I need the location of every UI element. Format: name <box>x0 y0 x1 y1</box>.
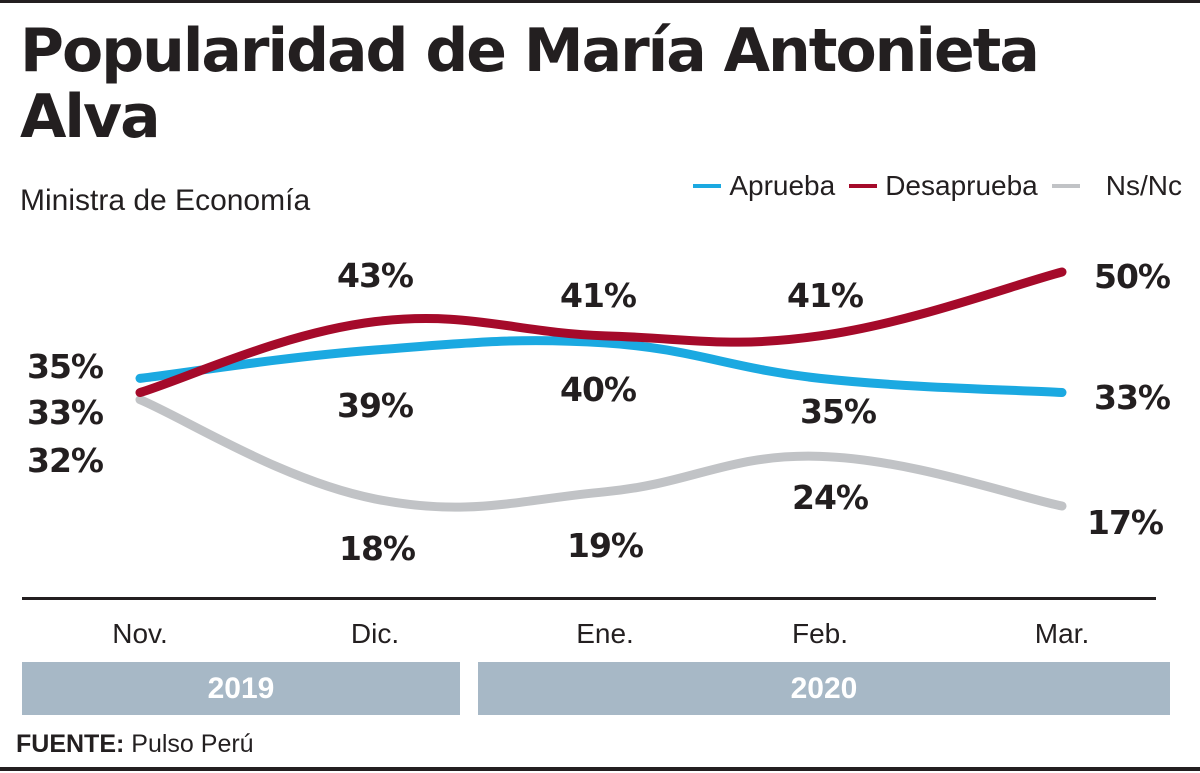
year-band-2019: 2019 <box>22 662 460 715</box>
legend-label-aprueba: Aprueba <box>729 170 836 201</box>
x-tick-label-dic: Dic. <box>350 618 400 649</box>
legend-swatch-desaprueba <box>849 184 878 188</box>
data-label-nsnc-feb: 24% <box>792 478 869 517</box>
series-line-desaprueba <box>135 267 1067 398</box>
x-tick-label-ene: Ene. <box>576 618 634 649</box>
data-label-desaprueba-ene: 41% <box>560 276 637 315</box>
data-label-nsnc-mar: 17% <box>1087 503 1164 542</box>
source-note: FUENTE: Pulso Perú <box>16 730 254 759</box>
top-rule <box>0 0 1200 3</box>
x-tick-label-feb: Feb. <box>791 618 849 649</box>
chart-subtitle: Ministra de Economía <box>20 184 311 217</box>
data-label-desaprueba-nov: 33% <box>27 393 104 432</box>
data-label-desaprueba-mar: 50% <box>1094 257 1171 296</box>
data-label-nsnc-dic: 18% <box>339 529 416 568</box>
legend-item-nsnc: Ns/Nc <box>1051 170 1182 202</box>
x-axis-line <box>22 597 1156 600</box>
data-label-desaprueba-feb: 41% <box>787 276 864 315</box>
series-line-nsnc <box>135 395 1067 512</box>
data-label-aprueba-mar: 33% <box>1094 378 1171 417</box>
legend-swatch-nsnc <box>1051 184 1080 188</box>
legend-label-nsnc: Ns/Nc <box>1105 170 1182 201</box>
legend-item-desaprueba: Desaprueba <box>849 170 1038 202</box>
data-label-aprueba-ene: 40% <box>560 370 637 409</box>
source-text: Pulso Perú <box>131 730 254 758</box>
bottom-rule <box>0 767 1200 771</box>
legend-label-desaprueba: Desaprueba <box>885 170 1038 201</box>
chart-title: Popularidad de María Antonieta Alva <box>20 16 1040 152</box>
data-label-desaprueba-dic: 43% <box>337 256 414 295</box>
data-label-nsnc-nov: 32% <box>27 441 104 480</box>
legend-swatch-aprueba <box>693 184 722 188</box>
source-prefix: FUENTE: <box>16 730 125 758</box>
data-label-aprueba-dic: 39% <box>337 386 414 425</box>
data-label-nsnc-ene: 19% <box>567 526 644 565</box>
data-label-aprueba-feb: 35% <box>800 392 877 431</box>
legend-item-aprueba: Aprueba <box>693 170 835 202</box>
year-band-2020: 2020 <box>478 662 1170 715</box>
x-tick-label-nov: Nov. <box>112 618 168 649</box>
data-label-aprueba-nov: 35% <box>27 347 104 386</box>
legend: Aprueba Desaprueba Ns/Nc <box>679 170 1182 202</box>
x-tick-label-mar: Mar. <box>1034 618 1090 649</box>
series-line-aprueba <box>135 336 1067 398</box>
